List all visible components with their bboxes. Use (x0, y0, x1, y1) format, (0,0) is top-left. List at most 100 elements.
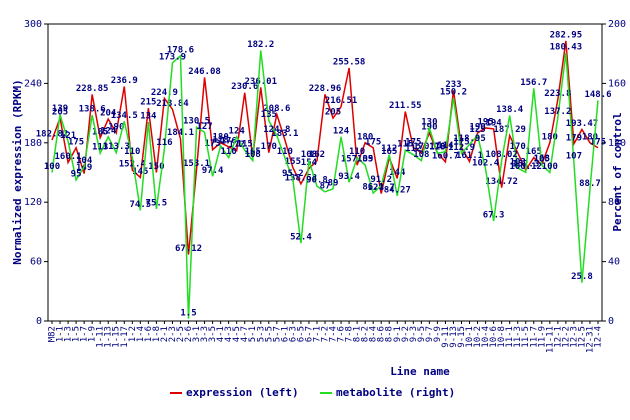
data-label: 115 (237, 140, 253, 150)
x-tick-label: 6-5 (296, 326, 306, 342)
y2-tick-label: 200 (608, 19, 626, 30)
data-label: 208.6 (263, 104, 290, 114)
data-label: 175 (405, 137, 421, 147)
data-label: 195 (477, 117, 493, 127)
data-label: 184.1 (167, 128, 194, 138)
data-label: 95.2 (282, 169, 304, 179)
data-label: 190 (469, 122, 485, 132)
data-label: 150 (148, 162, 164, 172)
data-label: 89 (328, 178, 339, 188)
data-label: 230.6 (231, 82, 258, 92)
x-tick-label: 1-3 (64, 326, 74, 342)
x-tick-label: 10-8 (497, 326, 507, 348)
data-label: 134.72 (485, 177, 518, 187)
data-label: 113 (92, 143, 108, 153)
data-label: 112 (405, 144, 421, 154)
x-tick-label: 9-11 (441, 326, 451, 348)
x-tick-label: 12-4 (593, 326, 603, 348)
data-label: 170 (261, 142, 277, 152)
data-label: 124 (229, 126, 246, 136)
series-line (51, 50, 599, 319)
x-tick-label: 7-6 (337, 326, 347, 342)
x-tick-label: 4-1 (216, 326, 226, 342)
data-label: 139 (52, 104, 68, 114)
data-label: 113.3 (103, 142, 130, 152)
x-tick-label: 9-5 (417, 326, 427, 342)
x-tick-label: 1-8 (152, 326, 162, 342)
x-tick-label: 12-31 (585, 326, 595, 353)
data-label: 153.1 (183, 159, 210, 169)
x-tick-label: 10-6 (489, 326, 499, 348)
data-label: 236.01 (245, 77, 278, 87)
data-label: 165 (526, 147, 542, 157)
y-tick-label: 300 (24, 19, 42, 30)
data-label: 134 (140, 112, 157, 122)
y2-axis-label: Percent of control (611, 112, 624, 231)
data-label: 84.27 (384, 185, 411, 195)
data-label: 155 (285, 157, 301, 167)
data-label: 125 (469, 125, 485, 135)
x-tick-label: 1-5 (72, 326, 82, 342)
data-label: 100 (542, 162, 558, 172)
data-label: 194 (485, 118, 502, 128)
data-label: 110 (124, 147, 140, 157)
data-label: 183.1 (271, 129, 298, 139)
x-tick-label: 9-2 (401, 326, 411, 342)
data-label: 67.3 (483, 211, 505, 221)
data-label: 67.12 (175, 244, 202, 254)
data-label: 134.5 (111, 111, 138, 121)
x-tick-label: 7-2 (321, 326, 331, 342)
data-label: 124 (100, 126, 117, 136)
data-label: 1.5 (180, 308, 196, 318)
x-tick-label: 12-1 (553, 326, 563, 348)
data-label: 175 (365, 137, 381, 147)
data-label: 124.8 (263, 125, 290, 135)
data-label: 187.29 (493, 125, 526, 135)
data-label: 173 (204, 139, 220, 149)
data-label: 107 (566, 152, 582, 162)
x-tick-label: 1-6 (144, 326, 154, 342)
data-label: 215 (140, 98, 156, 108)
x-tick-label: 6-1 (280, 326, 290, 342)
x-tick-label: 4-3 (224, 326, 234, 342)
x-tick-label: 2-5 (176, 326, 186, 342)
y-tick-label: 0 (36, 316, 42, 327)
x-tick-label: 3-1 (192, 326, 202, 342)
x-tick-label: 12-5 (577, 326, 587, 348)
x-tick-label: 6-3 (288, 326, 298, 342)
x-tick-label: 7-8 (345, 326, 355, 342)
data-label: 193.47 (566, 119, 599, 129)
data-label: 179 (566, 133, 582, 143)
data-label: 138.52 (285, 173, 318, 183)
y2-tick-label: 120 (608, 138, 626, 149)
data-label: 228.96 (309, 84, 342, 94)
data-label: 173.9 (159, 52, 186, 62)
x-tick-label: 9-3 (409, 326, 419, 342)
data-label: 108 (301, 150, 317, 160)
data-label: 103 (510, 158, 526, 168)
data-label: 180 (212, 132, 228, 142)
data-label: 91.2 (370, 175, 392, 185)
data-label: 145 (132, 167, 148, 177)
data-label: 182.82 (36, 130, 69, 140)
x-tick-label: 6-7 (304, 326, 314, 342)
data-label: 121 (60, 131, 76, 141)
data-label: 224.9 (151, 88, 178, 98)
data-label: 118 (212, 135, 228, 145)
y2-tick-label: 40 (608, 257, 620, 268)
data-label: 170 (510, 142, 526, 152)
x-tick-label: 2-3 (168, 326, 178, 342)
data-label: 216.51 (325, 96, 358, 106)
data-label: 130 (421, 117, 437, 127)
series-line (51, 40, 599, 255)
data-label: 150.2 (440, 87, 467, 97)
x-tick-label: 1-2 (128, 326, 138, 342)
x-tick-label: 1-9 (88, 326, 98, 342)
data-label: 156.7 (520, 78, 547, 88)
y-tick-label: 180 (24, 138, 42, 149)
data-label: 88.7 (579, 179, 601, 189)
x-tick-label: 8-6 (377, 326, 387, 342)
x-tick-label: 10-1 (465, 326, 475, 348)
data-label: 87 (320, 181, 331, 191)
